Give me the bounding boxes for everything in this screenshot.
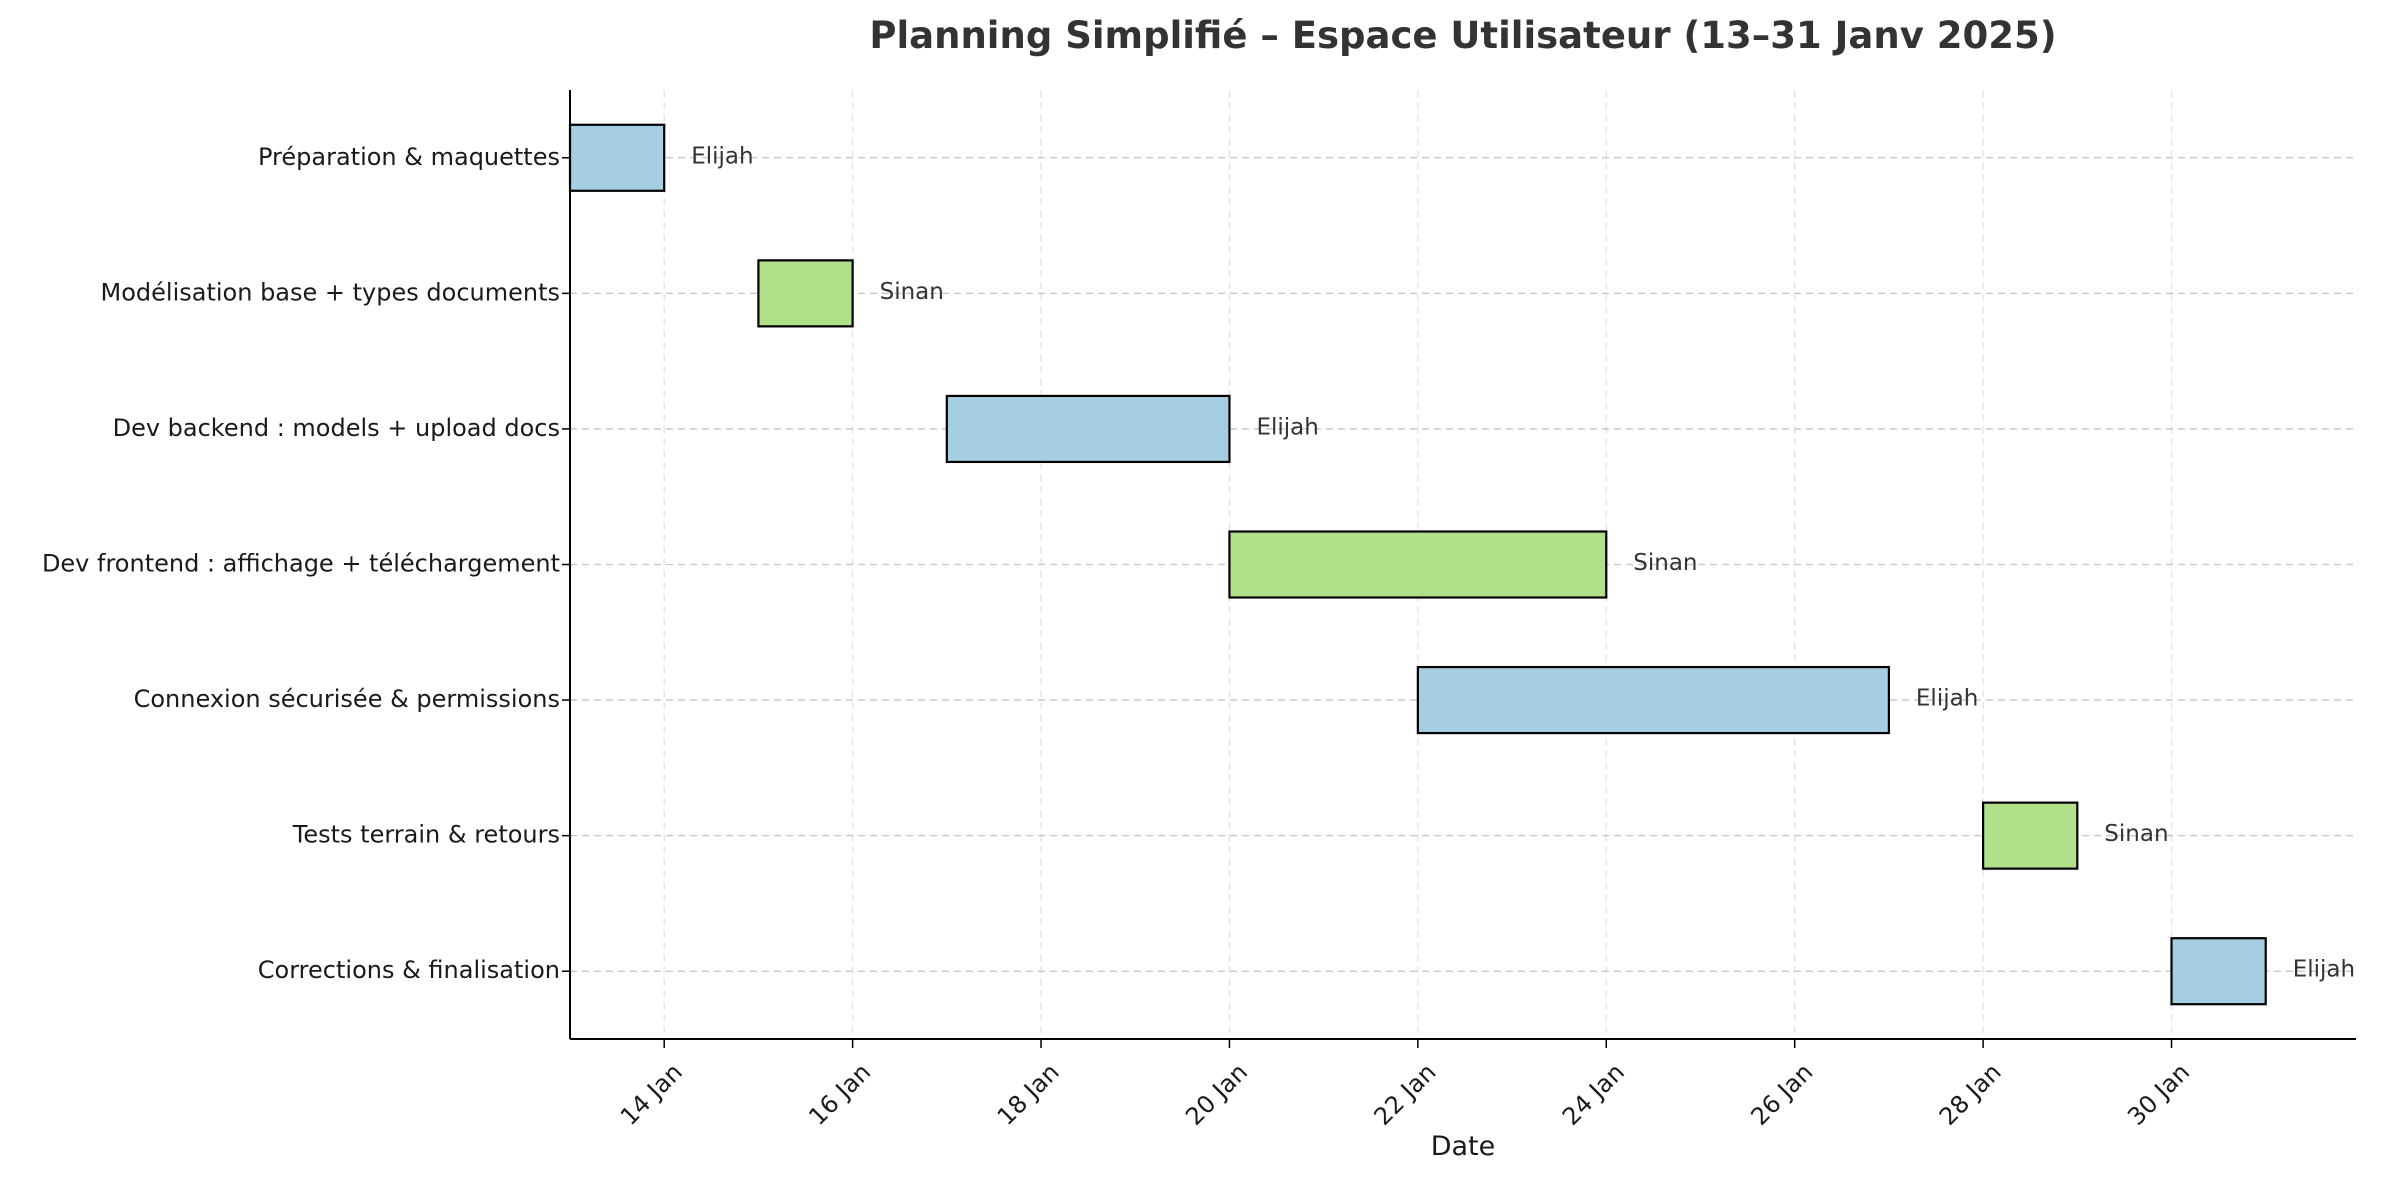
assignee-label: Sinan <box>2104 821 2168 847</box>
task-bar <box>568 123 666 192</box>
assignee-label: Sinan <box>1633 550 1697 576</box>
task-bar <box>2170 937 2267 1006</box>
task-bar <box>1228 530 1608 599</box>
assignee-label: Elijah <box>691 143 753 169</box>
task-label: Connexion sécurisée & permissions <box>134 685 560 713</box>
assignee-label: Elijah <box>1256 414 1318 440</box>
task-bar <box>945 394 1231 464</box>
task-label: Modélisation base + types documents <box>101 278 560 306</box>
assignee-label: Sinan <box>880 279 944 305</box>
task-label: Préparation & maquettes <box>258 143 560 171</box>
task-bars: Elijah Sinan Elijah Sinan Elijah Sinan Elijah <box>568 123 2355 1006</box>
assignee-label: Elijah <box>2293 957 2355 983</box>
assignee-label: Elijah <box>1916 686 1978 712</box>
task-label: Corrections & finalisation <box>258 956 560 984</box>
x-axis-label: Date <box>1431 1131 1496 1162</box>
task-label: Dev frontend : affichage + téléchargemen… <box>42 550 560 578</box>
task-bar <box>1981 801 2079 870</box>
task-bar <box>1416 665 1890 735</box>
task-label: Tests terrain & retours <box>292 821 560 849</box>
y-labels: Préparation & maquettes Modélisation base… <box>42 143 570 984</box>
task-label: Dev backend : models + upload docs <box>113 414 560 442</box>
chart-title: Planning Simplifié – Espace Utilisateur … <box>869 14 2056 57</box>
task-bar <box>757 259 854 328</box>
